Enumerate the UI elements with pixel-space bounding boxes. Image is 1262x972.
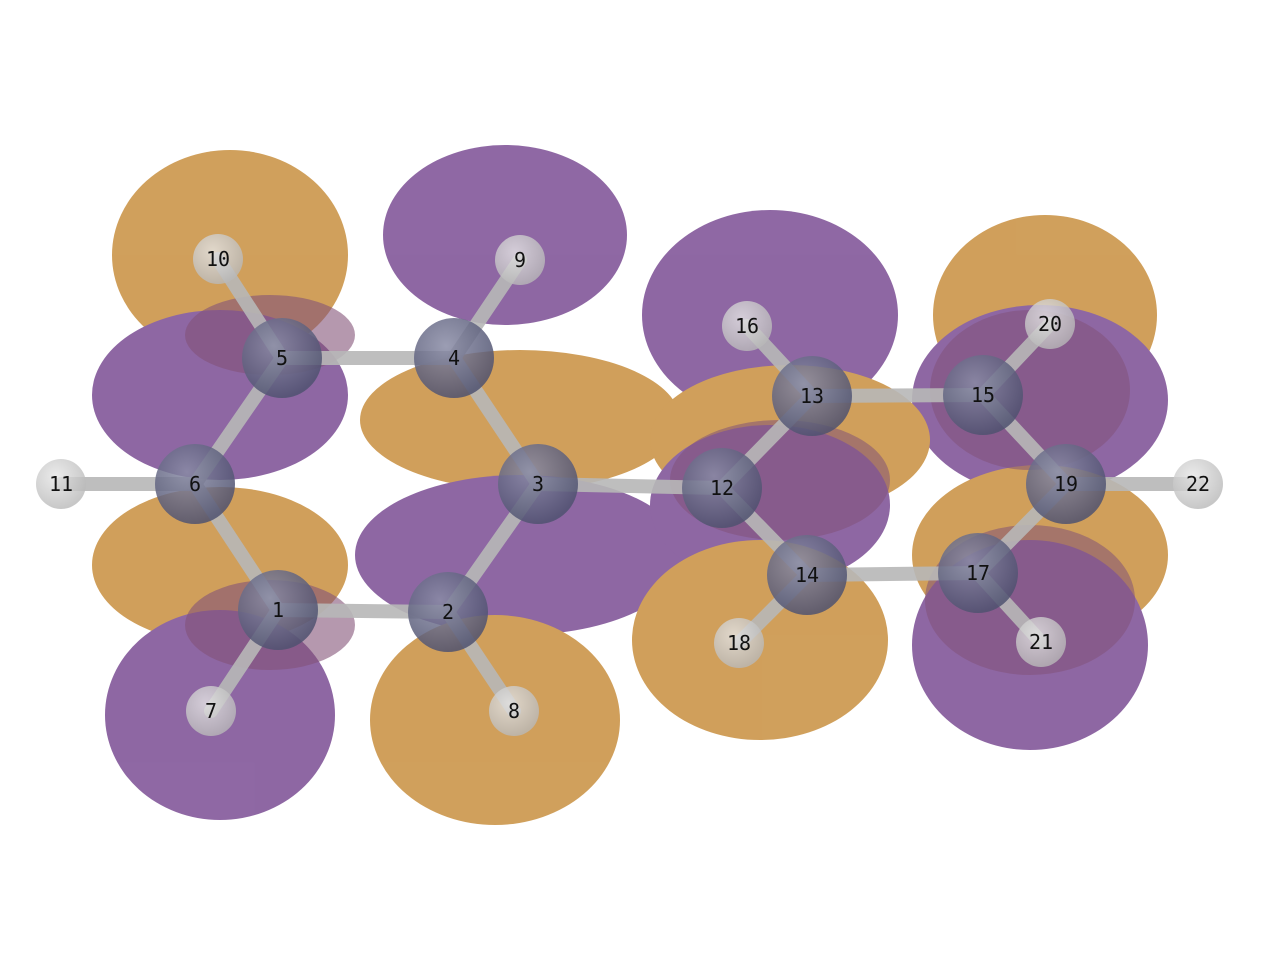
atom-label-4: 4 xyxy=(448,346,460,370)
atom-label-19: 19 xyxy=(1054,472,1078,496)
atom-17 xyxy=(938,533,1018,613)
atom-label-13: 13 xyxy=(800,384,824,408)
atom-label-6: 6 xyxy=(189,472,201,496)
atom-22 xyxy=(1173,459,1223,509)
atom-label-14: 14 xyxy=(795,563,819,587)
atom-label-18: 18 xyxy=(727,631,751,655)
atom-label-16: 16 xyxy=(735,314,759,338)
atom-label-12: 12 xyxy=(710,476,734,500)
atom-label-22: 22 xyxy=(1186,472,1210,496)
atom-7 xyxy=(186,686,236,736)
atom-label-9: 9 xyxy=(514,248,526,272)
atom-label-15: 15 xyxy=(971,383,995,407)
atom-13 xyxy=(772,356,852,436)
atom-16 xyxy=(722,301,772,351)
atom-label-20: 20 xyxy=(1038,312,1062,336)
atom-label-17: 17 xyxy=(966,561,990,585)
atom-label-7: 7 xyxy=(205,699,217,723)
lobe-negative xyxy=(912,305,1168,495)
atom-3 xyxy=(498,444,578,524)
atom-8 xyxy=(489,686,539,736)
atom-21 xyxy=(1016,617,1066,667)
lobe-negative xyxy=(383,145,627,325)
atom-label-10: 10 xyxy=(206,247,230,271)
atom-6 xyxy=(155,444,235,524)
atom-10 xyxy=(193,234,243,284)
atom-15 xyxy=(943,355,1023,435)
atom-19 xyxy=(1026,444,1106,524)
atom-label-1: 1 xyxy=(272,598,284,622)
atom-label-8: 8 xyxy=(508,699,520,723)
atom-label-5: 5 xyxy=(276,346,288,370)
atom-14 xyxy=(767,535,847,615)
atom-20 xyxy=(1025,299,1075,349)
atom-label-21: 21 xyxy=(1029,630,1053,654)
atom-9 xyxy=(495,235,545,285)
atom-label-3: 3 xyxy=(532,472,544,496)
atom-2 xyxy=(408,572,488,652)
atom-label-2: 2 xyxy=(442,600,454,624)
atom-18 xyxy=(714,618,764,668)
atom-12 xyxy=(682,448,762,528)
atom-1 xyxy=(238,570,318,650)
atom-4 xyxy=(414,318,494,398)
atom-11 xyxy=(36,459,86,509)
atom-5 xyxy=(242,318,322,398)
atom-label-11: 11 xyxy=(49,472,73,496)
